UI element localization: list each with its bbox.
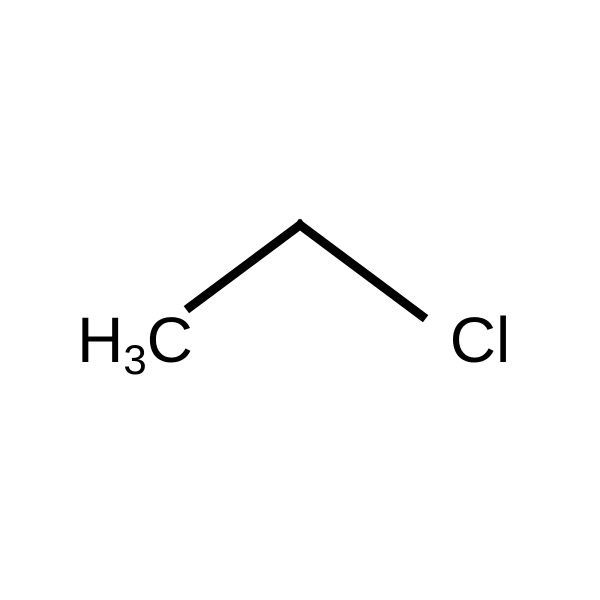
atom-label-Cl: Cl [450, 304, 510, 376]
bond-C2-Cl [300, 225, 422, 316]
bond-C1-C2 [190, 225, 300, 307]
atom-label-C1: H3C [77, 304, 193, 383]
molecule-diagram: H3C Cl [0, 0, 600, 600]
